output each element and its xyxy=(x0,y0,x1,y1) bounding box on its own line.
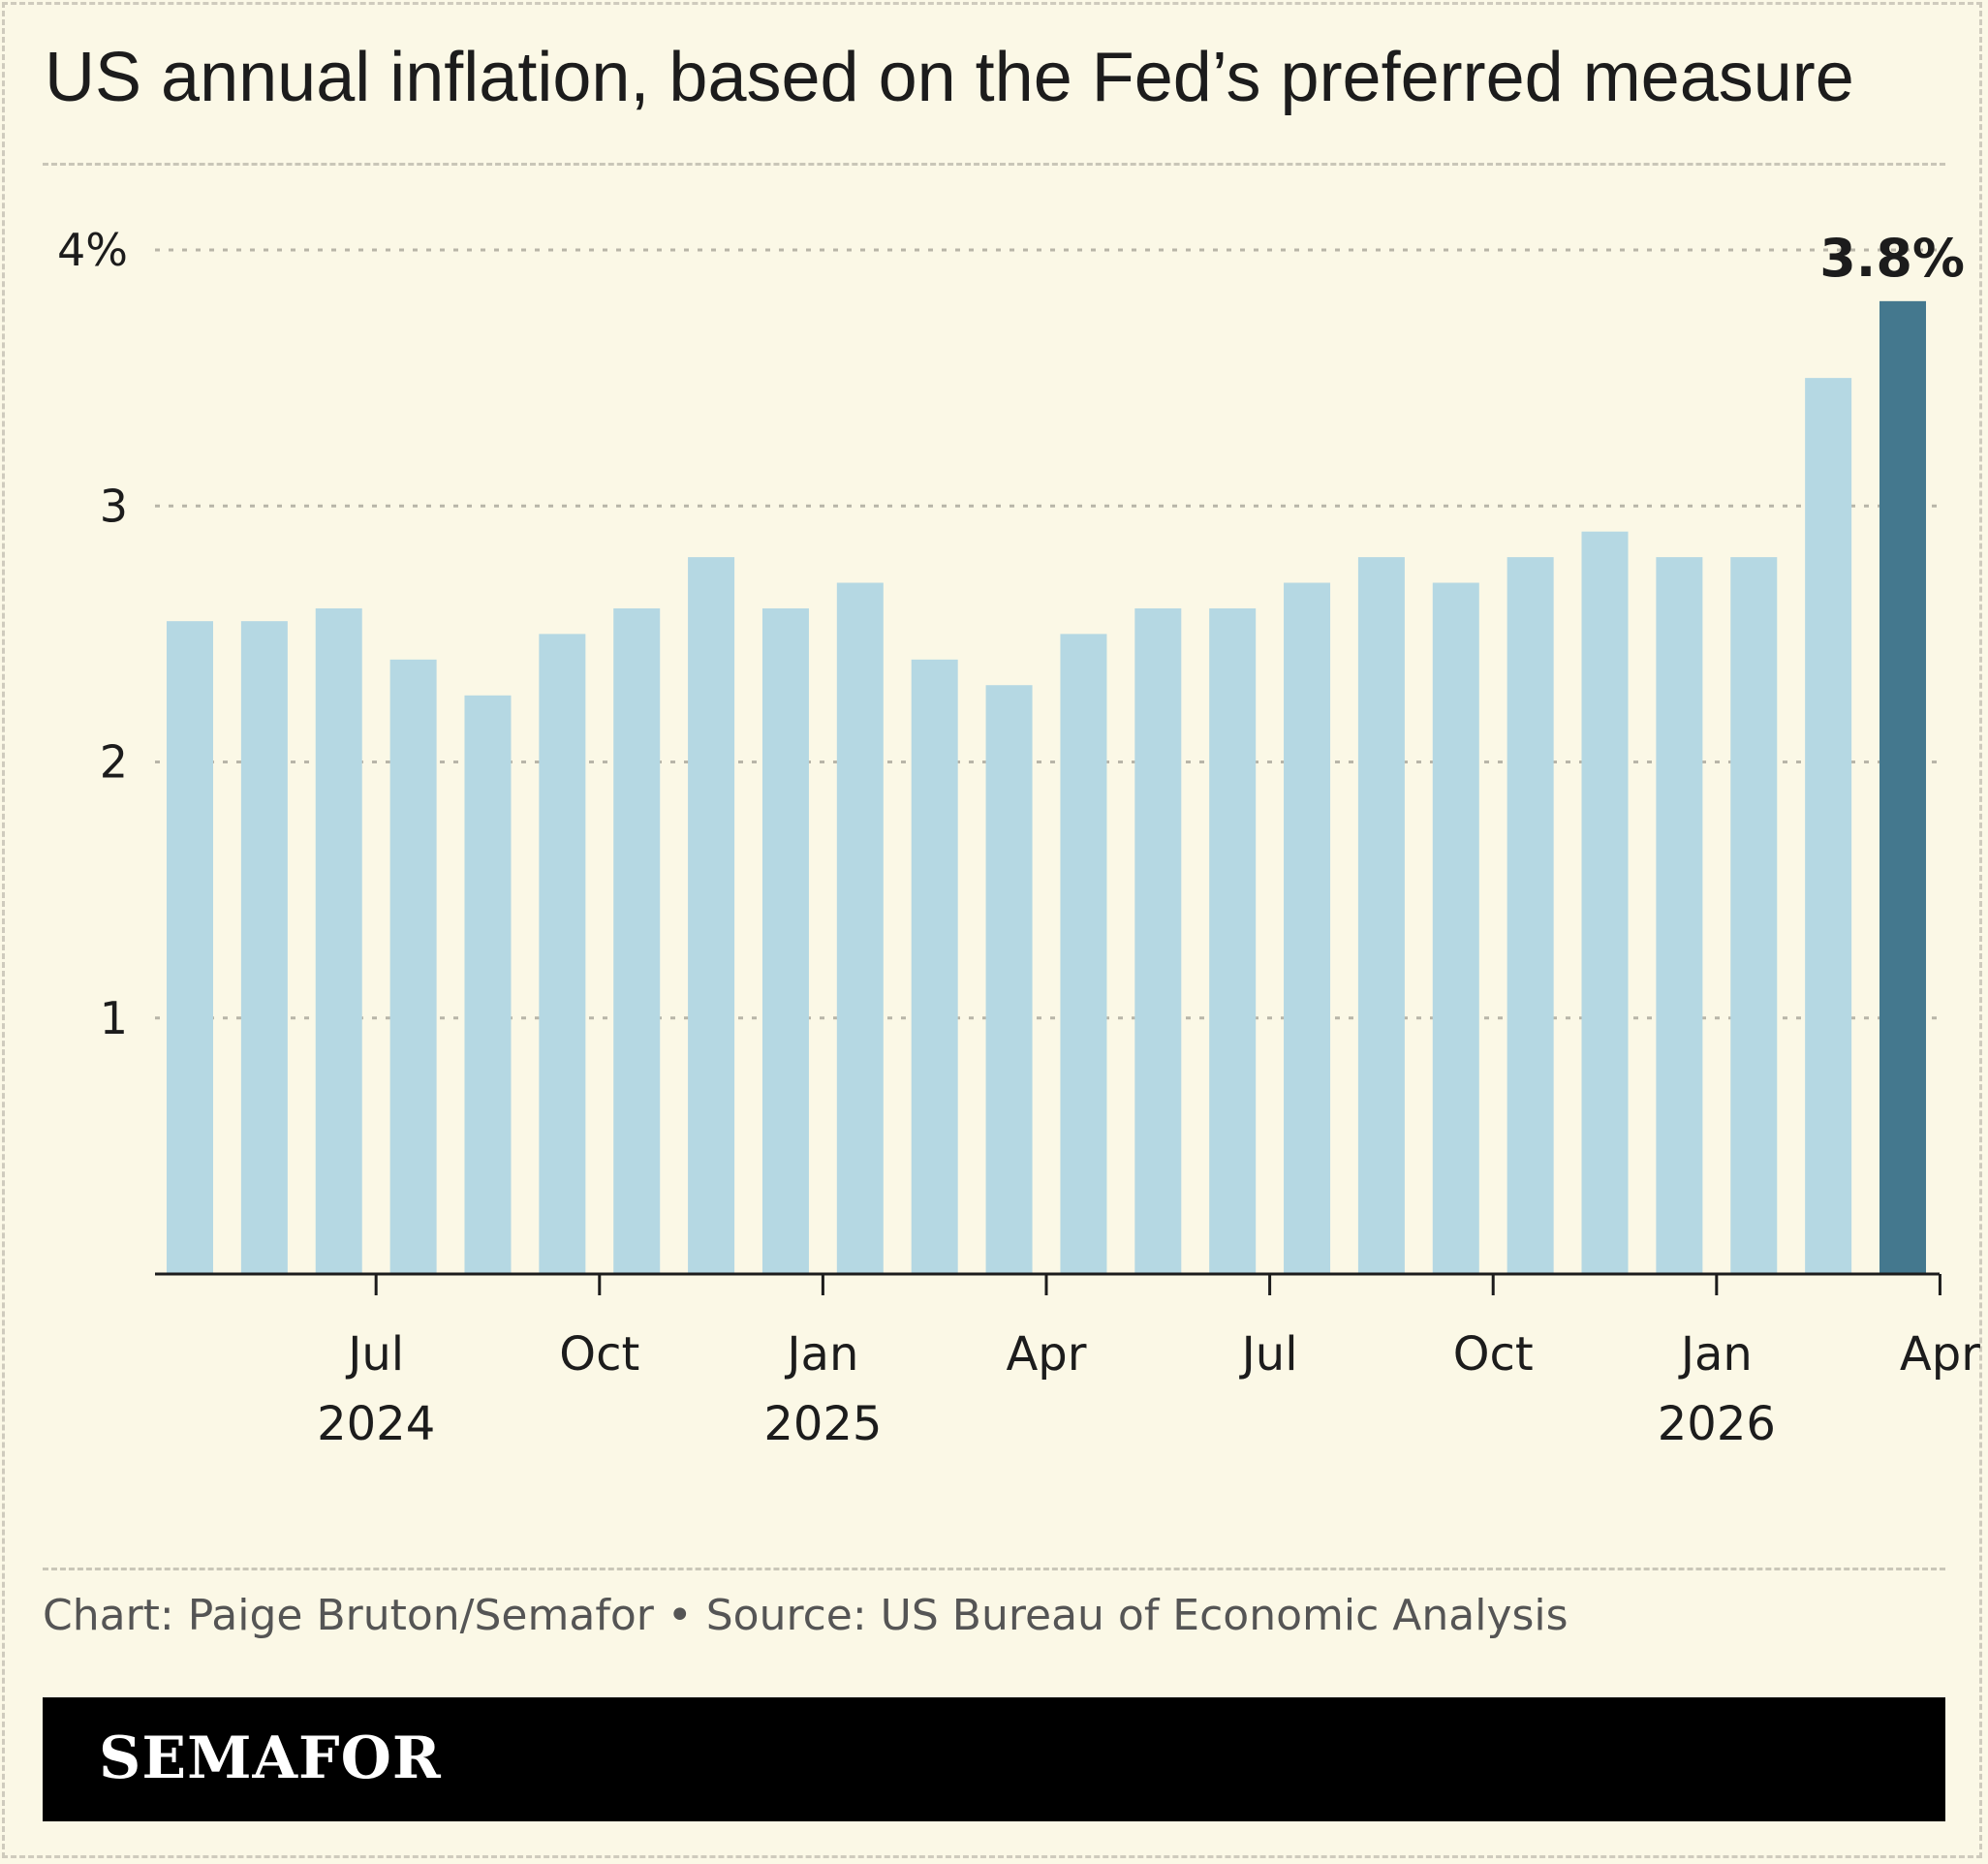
x-year-label: 2026 xyxy=(1658,1397,1776,1451)
bar xyxy=(1134,607,1182,1274)
value-annotation: 3.8% xyxy=(1819,228,1965,289)
bars xyxy=(167,300,1926,1275)
chart-title: US annual inflation, based on the Fed’s … xyxy=(45,39,1854,116)
x-year-label: 2025 xyxy=(763,1397,882,1451)
bar xyxy=(688,557,735,1274)
bar xyxy=(539,634,586,1274)
bar xyxy=(1879,300,1926,1275)
bar xyxy=(240,621,288,1274)
x-tick-label: Oct xyxy=(559,1327,639,1382)
x-tick-label: Jan xyxy=(784,1327,858,1382)
bar-chart: 1 2 3 4% 3.8% Jul 2024 Oct Jan 2025 Apr Jul Oct Jan 20… xyxy=(57,224,1980,1451)
bar xyxy=(464,695,512,1274)
x-tick-label: Apr xyxy=(1900,1327,1980,1382)
brand-bar: SEMAFOR xyxy=(43,1697,1945,1821)
bar xyxy=(1060,634,1107,1274)
bar xyxy=(911,659,958,1274)
x-tick-label: Jul xyxy=(1239,1327,1298,1382)
bottom-divider xyxy=(43,1568,1945,1570)
bar xyxy=(1432,582,1479,1274)
bar xyxy=(1357,557,1405,1274)
bar xyxy=(836,582,884,1274)
x-tick-label: Oct xyxy=(1453,1327,1534,1382)
source-credit: Chart: Paige Bruton/Semafor • Source: US… xyxy=(43,1591,1569,1640)
x-tick-label: Jul xyxy=(345,1327,404,1382)
axis-labels: 1 2 3 4% 3.8% Jul 2024 Oct Jan 2025 Apr Jul Oct Jan 20… xyxy=(57,224,1980,1451)
semafor-logo: SEMAFOR xyxy=(99,1724,442,1792)
bar xyxy=(1656,557,1703,1274)
bar xyxy=(1209,607,1257,1274)
bar xyxy=(985,685,1033,1274)
bar xyxy=(1507,557,1554,1274)
x-tick-label: Apr xyxy=(1006,1327,1086,1382)
bar xyxy=(1284,582,1331,1274)
bar xyxy=(1581,531,1629,1274)
bar xyxy=(389,659,437,1274)
bar xyxy=(761,607,809,1274)
y-tick-label: 4% xyxy=(57,224,128,276)
x-axis xyxy=(155,1272,1941,1295)
x-tick-label: Jan xyxy=(1678,1327,1753,1382)
bar xyxy=(613,607,661,1274)
y-tick-label: 1 xyxy=(100,992,128,1044)
bar xyxy=(167,621,213,1274)
bar xyxy=(315,607,362,1274)
top-divider xyxy=(43,163,1945,166)
bar xyxy=(1730,557,1778,1274)
bar xyxy=(1805,378,1852,1274)
x-year-label: 2024 xyxy=(317,1397,435,1451)
y-tick-label: 3 xyxy=(100,480,128,532)
y-tick-label: 2 xyxy=(100,736,128,789)
